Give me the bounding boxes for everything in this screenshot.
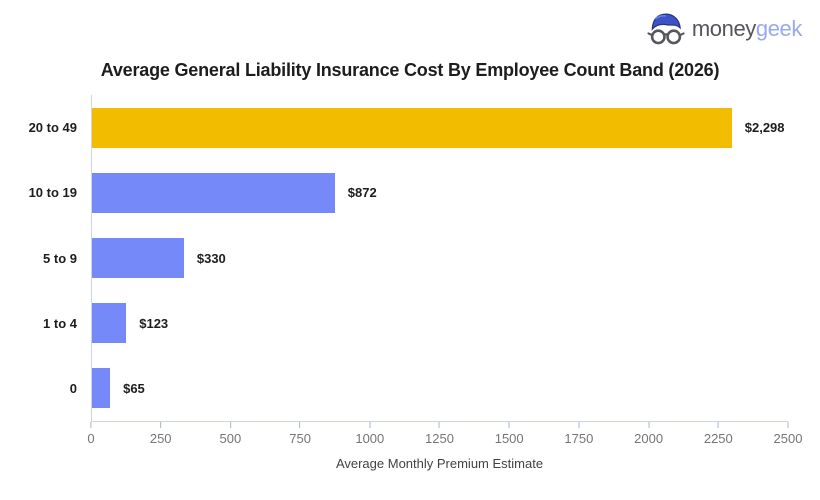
category-label: 20 to 49	[28, 120, 77, 136]
tick-label: 0	[87, 431, 95, 446]
tick-label: 1750	[564, 431, 594, 446]
moneygeek-logo[interactable]: moneygeek	[647, 12, 802, 48]
x-axis-ticks: 0 250 500 750 1000 1250 1500 1750 2000 2250 2500	[87, 422, 802, 448]
x-tick: 2500	[773, 422, 803, 446]
tick-label: 2250	[703, 431, 733, 446]
tick-mark	[90, 422, 92, 428]
logo-text-geek: geek	[755, 16, 803, 41]
tick-mark	[787, 422, 789, 428]
value-label: $872	[347, 185, 377, 201]
tick-mark	[299, 422, 301, 428]
plot-area: 20 to 49 $2,298 10 to 19 $872 5 to 9 $330 1 to…	[29, 95, 788, 422]
x-tick: 500	[219, 422, 242, 446]
tick-mark	[229, 422, 231, 428]
tick-mark	[508, 422, 510, 428]
x-tick: 250	[150, 422, 172, 446]
logo-wordmark: moneygeek	[691, 16, 803, 42]
x-tick: 2000	[634, 422, 663, 446]
x-tick: 1750	[564, 422, 593, 446]
tick-label: 1250	[425, 431, 454, 446]
tick-mark	[438, 422, 440, 428]
logo-text-money: money	[691, 16, 756, 41]
category-label: 0	[69, 380, 77, 396]
category-label: 1 to 4	[43, 315, 77, 331]
value-label: $123	[139, 315, 169, 331]
bar-row: 5 to 9 $330	[43, 225, 788, 290]
value-label: $65	[123, 380, 145, 396]
bar-row: 10 to 19 $872	[29, 160, 788, 225]
category-label: 10 to 19	[28, 185, 77, 201]
chart-title: Average General Liability Insurance Cost…	[100, 60, 720, 80]
x-tick: 2250	[704, 422, 733, 446]
bar-row: 20 to 49 $2,298	[29, 95, 788, 160]
value-label: $330	[196, 250, 226, 266]
tick-mark	[648, 422, 650, 428]
tick-mark	[578, 422, 580, 428]
tick-mark	[717, 422, 719, 428]
tick-mark	[160, 422, 162, 428]
value-label: $2,298	[744, 120, 785, 136]
category-label: 5 to 9	[43, 250, 77, 266]
tick-mark	[369, 422, 371, 428]
tick-label: 1000	[355, 431, 385, 446]
tick-label: 500	[219, 431, 242, 446]
bar[interactable]	[92, 107, 732, 148]
bar[interactable]	[92, 238, 184, 278]
tick-label: 1500	[494, 431, 524, 446]
bar-row: 0 $65	[70, 356, 788, 421]
x-tick: 0	[87, 422, 95, 446]
bar[interactable]	[92, 368, 111, 409]
bar[interactable]	[92, 303, 127, 344]
x-axis-label: Average Monthly Premium Estimate	[335, 456, 544, 471]
tick-label: 750	[289, 431, 311, 446]
x-tick: 1000	[355, 422, 384, 446]
x-tick: 1250	[425, 422, 454, 446]
bar-row: 1 to 4 $123	[43, 291, 788, 356]
tick-label: 2000	[634, 431, 664, 446]
x-tick: 750	[289, 422, 311, 446]
x-tick: 1500	[495, 422, 524, 446]
geek-face-icon	[647, 12, 685, 48]
tick-label: 2500	[773, 431, 803, 446]
bar[interactable]	[92, 172, 335, 213]
tick-label: 250	[149, 431, 172, 446]
